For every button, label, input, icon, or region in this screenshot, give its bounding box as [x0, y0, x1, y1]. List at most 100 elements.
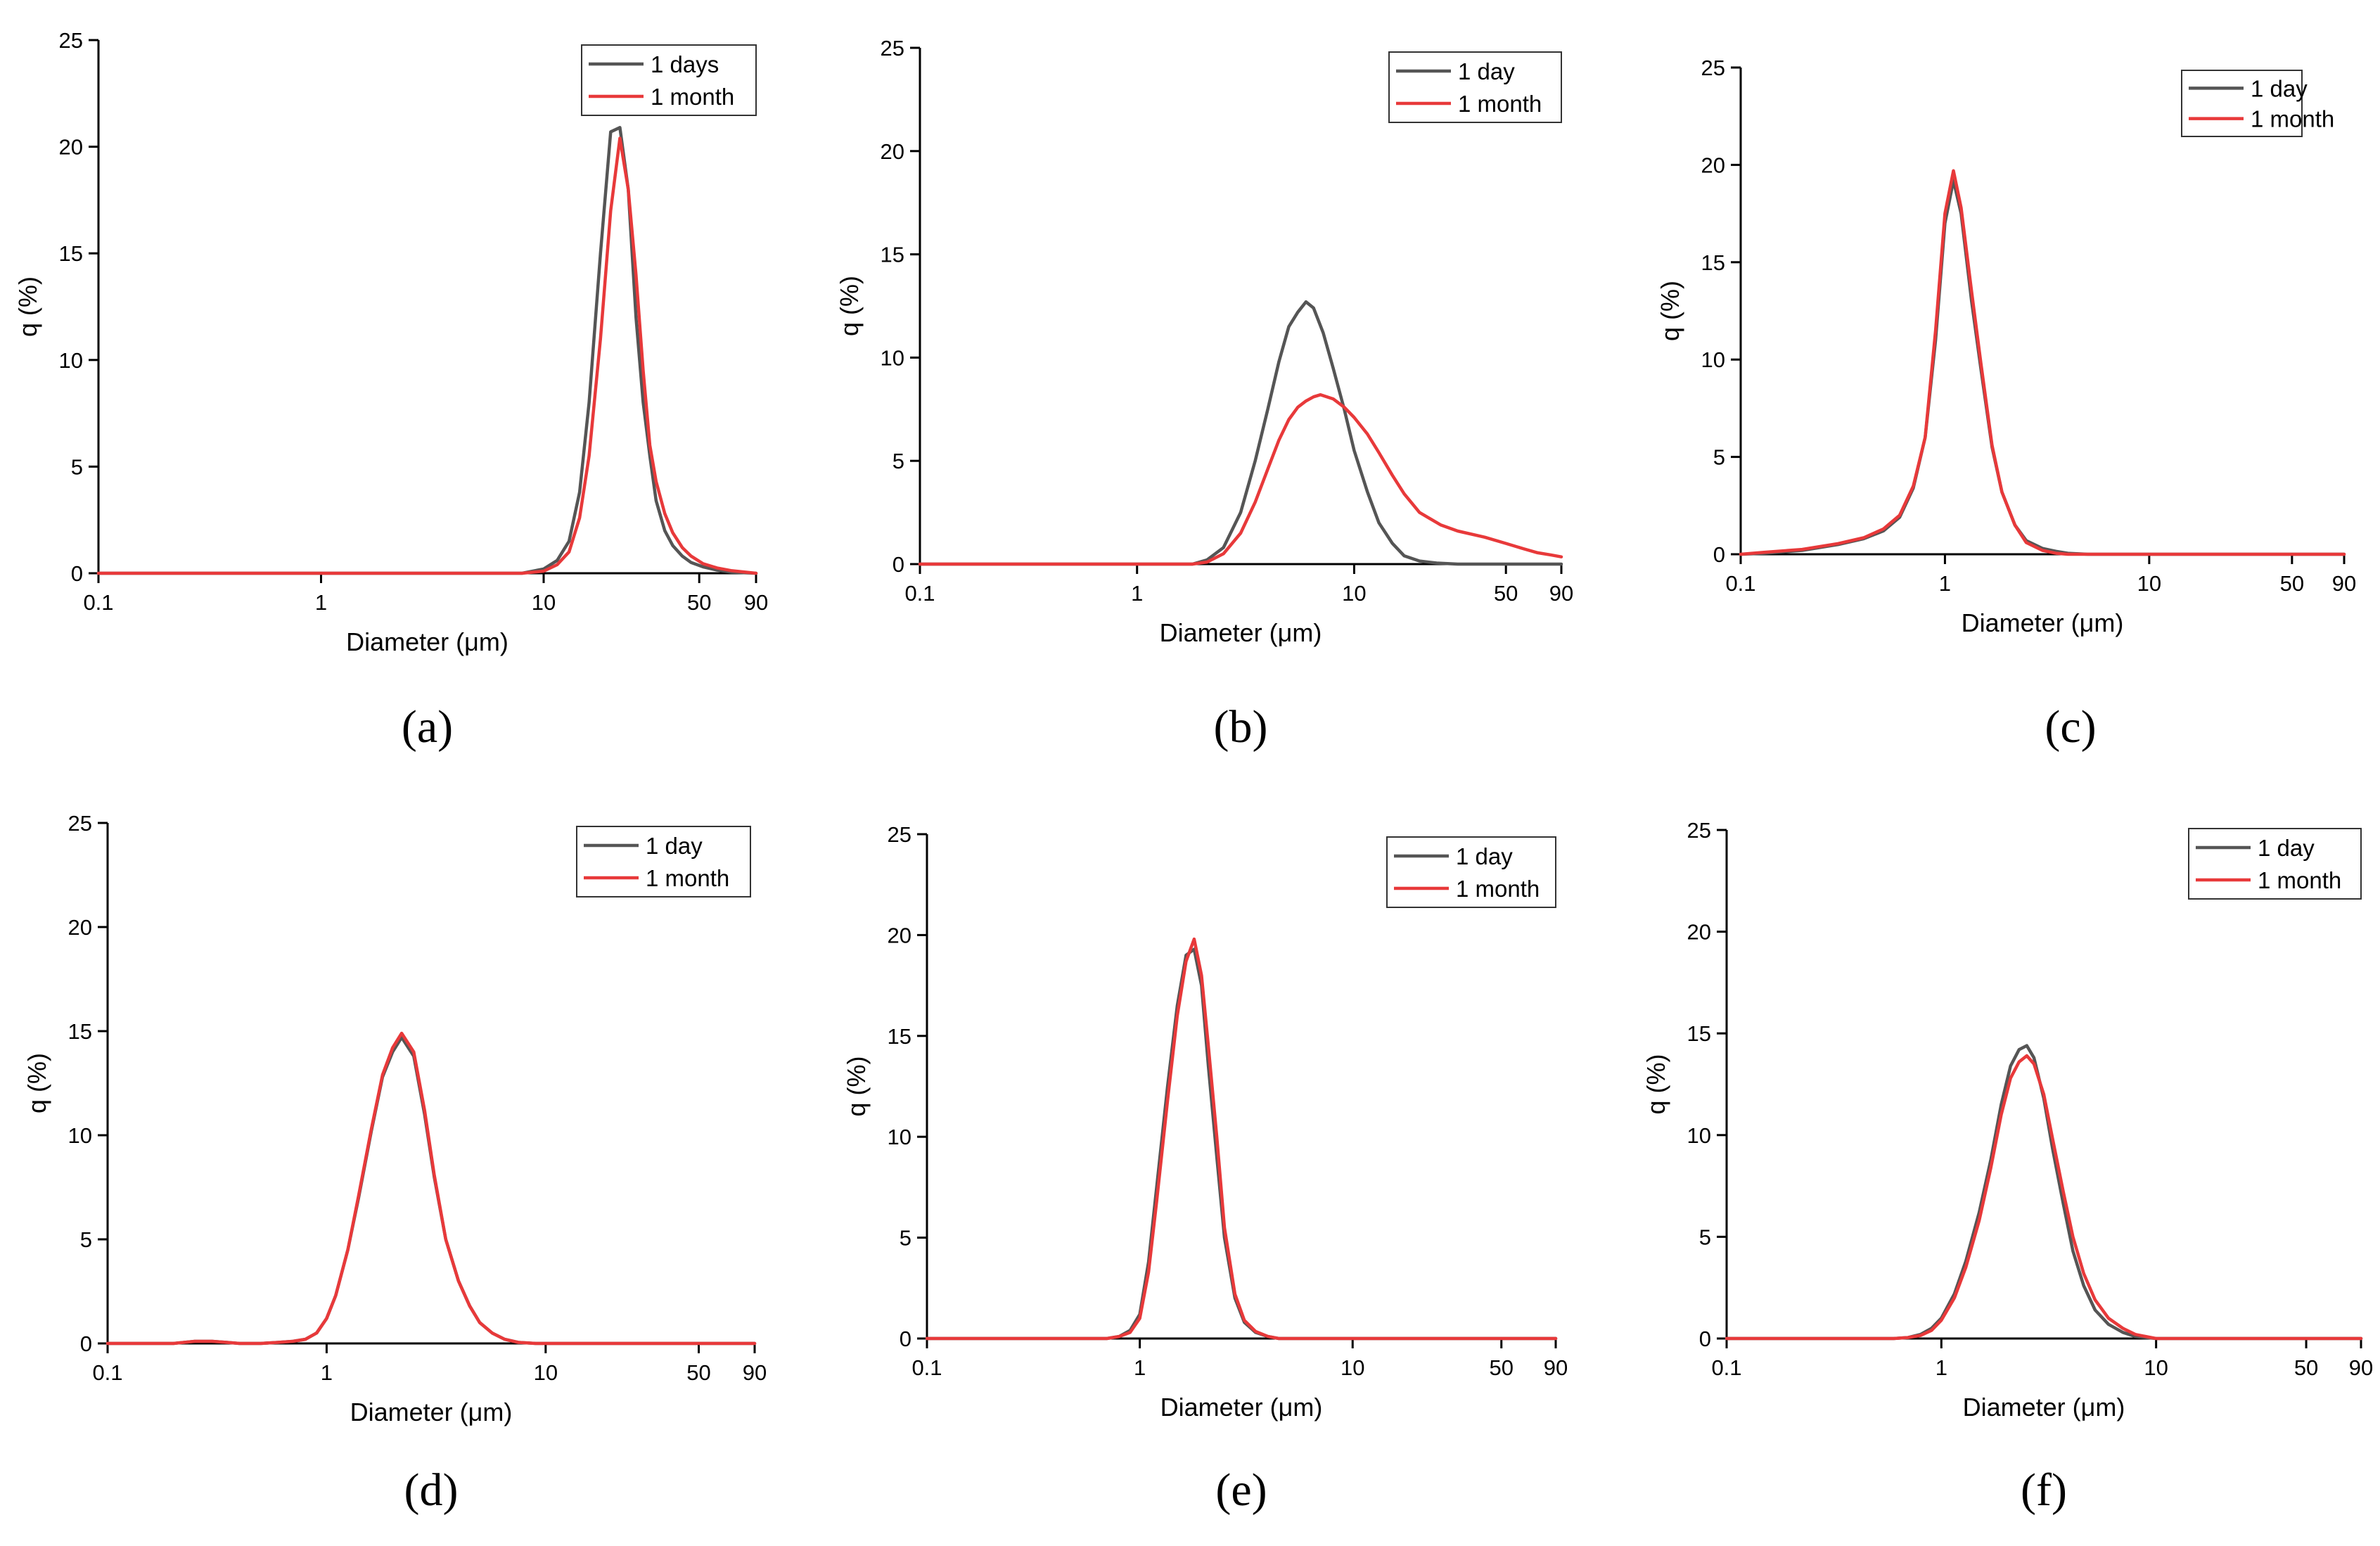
legend-box — [1386, 836, 1556, 908]
x-axis-title: Diameter (μm) — [346, 627, 508, 656]
chart-panel-d: 0 5 10 15 20 25 0.1 1 10 50 90 Diameter (μm) q (%) 1 … — [23, 811, 767, 1516]
series-line-day — [1739, 179, 2346, 556]
y-tick-label: 20 — [888, 923, 911, 947]
y-tick-label: 15 — [1701, 250, 1725, 275]
y-tick-label: 15 — [59, 241, 83, 266]
legend-label: 1 day — [2251, 75, 2308, 101]
x-tick-label: 0.1 — [904, 581, 935, 606]
x-tick-label: 10 — [532, 590, 556, 615]
y-tick-label: 25 — [68, 811, 92, 836]
legend-box — [576, 826, 751, 897]
legend-label: 1 month — [2258, 867, 2341, 893]
y-tick-label: 0 — [71, 561, 83, 586]
y-tick-label: 25 — [881, 36, 904, 60]
y-tick-label: 5 — [1713, 445, 1725, 470]
y-tick-label: 0 — [1713, 542, 1725, 567]
x-tick-label: 90 — [2349, 1355, 2373, 1380]
x-tick-label: 0.1 — [1725, 571, 1755, 596]
y-tick-label: 5 — [900, 1226, 911, 1251]
y-tick-label: 10 — [59, 348, 83, 373]
panel-label: (d) — [404, 1464, 459, 1516]
y-axis-title: q (%) — [842, 1056, 871, 1116]
x-axis-title: Diameter (μm) — [1160, 1393, 1323, 1422]
y-tick-label: 0 — [1699, 1327, 1711, 1351]
y-tick-label: 15 — [888, 1024, 911, 1049]
legend: 1 day 1 month — [576, 826, 751, 897]
panel-label: (c) — [2045, 701, 2096, 753]
y-tick-label: 20 — [1687, 920, 1711, 945]
legend-box — [2188, 828, 2362, 900]
legend-label: 1 month — [651, 84, 734, 110]
x-tick-label: 90 — [744, 590, 768, 615]
y-tick-label: 0 — [892, 552, 904, 577]
x-tick-label: 10 — [1342, 581, 1366, 606]
y-tick-label: 10 — [881, 345, 904, 370]
x-tick-label: 50 — [2280, 571, 2304, 596]
x-tick-label: 10 — [534, 1360, 558, 1385]
y-tick-label: 5 — [1699, 1225, 1711, 1249]
panel-label: (f) — [2021, 1464, 2067, 1516]
x-tick-label: 10 — [2137, 571, 2161, 596]
y-tick-label: 0 — [80, 1331, 92, 1356]
y-axis-title: q (%) — [835, 276, 864, 336]
series-line-month — [925, 937, 1558, 1341]
y-tick-label: 10 — [888, 1125, 911, 1149]
legend-box — [2181, 70, 2303, 137]
legend-label: 1 month — [2251, 106, 2334, 132]
x-axis-title: Diameter (μm) — [350, 1398, 513, 1426]
chart-panel-e: 0 5 10 15 20 25 0.1 1 10 50 90 Diameter (μm) q (%) 1 … — [842, 822, 1568, 1516]
y-tick-label: 15 — [68, 1019, 92, 1044]
legend: 1 days 1 month — [581, 44, 757, 116]
legend-label: 1 day — [1456, 843, 1513, 869]
legend-box — [581, 44, 757, 116]
series-line-month — [96, 136, 758, 575]
legend-label: 1 day — [2258, 835, 2315, 861]
x-tick-label: 0.1 — [83, 590, 113, 615]
y-tick-label: 25 — [888, 822, 911, 847]
x-tick-label: 1 — [321, 1360, 333, 1385]
chart-panel-b: 0 5 10 15 20 25 0.1 1 10 50 90 Diameter (μm) q (%) 1 … — [835, 36, 1573, 753]
chart-panel-a: 0 5 10 15 20 25 0.1 1 10 50 90 Diameter (μm) q (%) 1 … — [13, 28, 768, 753]
y-tick-label: 5 — [71, 454, 83, 479]
y-tick-label: 20 — [59, 135, 83, 160]
series-line-day — [918, 300, 1563, 566]
y-tick-label: 20 — [68, 915, 92, 940]
x-tick-label: 1 — [315, 590, 327, 615]
x-tick-label: 1 — [1939, 571, 1951, 596]
y-tick-label: 10 — [68, 1123, 92, 1148]
x-tick-label: 0.1 — [1711, 1355, 1741, 1380]
x-tick-label: 50 — [1490, 1355, 1514, 1380]
x-tick-label: 50 — [686, 1360, 710, 1385]
panel-label: (e) — [1215, 1464, 1267, 1516]
legend: 1 day 1 month — [2181, 70, 2334, 137]
legend-label: 1 day — [646, 833, 703, 859]
y-tick-label: 10 — [1701, 347, 1725, 372]
series-line-day — [96, 126, 758, 575]
x-axis-title: Diameter (μm) — [1160, 618, 1322, 647]
x-tick-label: 50 — [2294, 1355, 2318, 1380]
y-tick-label: 25 — [59, 28, 83, 53]
x-axis-title: Diameter (μm) — [1963, 1393, 2125, 1422]
series-line-month — [105, 1031, 757, 1346]
x-tick-label: 1 — [1131, 581, 1143, 606]
chart-panel-f: 0 5 10 15 20 25 0.1 1 10 50 90 Diameter (μm) q (%) 1 … — [1642, 818, 2373, 1516]
x-tick-label: 10 — [2144, 1355, 2168, 1380]
series-line-day — [105, 1035, 757, 1346]
series-line-day — [925, 947, 1558, 1341]
y-tick-label: 0 — [900, 1327, 911, 1351]
y-tick-label: 5 — [892, 449, 904, 473]
panel-label: (b) — [1214, 701, 1268, 753]
x-tick-label: 0.1 — [92, 1360, 122, 1385]
y-axis-title: q (%) — [1656, 281, 1684, 341]
x-tick-label: 90 — [743, 1360, 767, 1385]
y-tick-label: 15 — [1687, 1021, 1711, 1046]
y-tick-label: 5 — [80, 1227, 92, 1252]
x-tick-label: 50 — [1494, 581, 1518, 606]
x-axis-title: Diameter (μm) — [1962, 608, 2124, 637]
legend: 1 day 1 month — [1388, 51, 1562, 123]
x-tick-label: 1 — [1936, 1355, 1947, 1380]
legend-label: 1 month — [1458, 91, 1542, 117]
y-axis-title: q (%) — [1642, 1054, 1670, 1114]
y-tick-label: 20 — [1701, 153, 1725, 177]
